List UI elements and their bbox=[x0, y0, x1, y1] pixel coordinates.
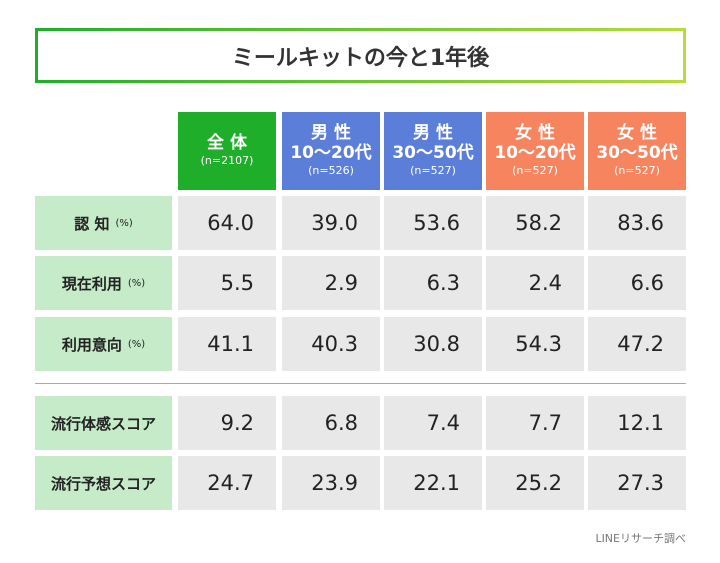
sample-size: (n=527) bbox=[614, 164, 660, 178]
value-cell: 24.7 bbox=[178, 456, 276, 510]
value-cell: 2.4 bbox=[486, 256, 584, 310]
value-cell: 7.7 bbox=[486, 396, 584, 450]
value-cell: 47.2 bbox=[588, 317, 686, 371]
row-label: 流行体感スコア bbox=[35, 396, 172, 450]
value-cell: 83.6 bbox=[588, 196, 686, 250]
source: LINEリサーチ調べ bbox=[595, 532, 686, 545]
sample-size: (n=2107) bbox=[200, 154, 254, 168]
label-text: 現在利用 bbox=[61, 274, 122, 293]
value-cell: 9.2 bbox=[178, 396, 276, 450]
sample-size: (n=527) bbox=[512, 164, 558, 178]
separator bbox=[35, 383, 686, 384]
header-text: 全 体 bbox=[207, 132, 247, 153]
header-text: 男 性 bbox=[311, 123, 351, 144]
row-label: 認 知 (%) bbox=[35, 196, 172, 250]
value-cell: 12.1 bbox=[588, 396, 686, 450]
value-cell: 54.3 bbox=[486, 317, 584, 371]
unit: (%) bbox=[115, 217, 133, 229]
header-text: 男 性 bbox=[413, 123, 453, 144]
value-cell: 22.1 bbox=[384, 456, 482, 510]
value-cell: 6.3 bbox=[384, 256, 482, 310]
header-text: 女 性 bbox=[617, 123, 657, 144]
value-cell: 6.8 bbox=[282, 396, 380, 450]
sample-size: (n=526) bbox=[308, 164, 354, 178]
value-cell: 58.2 bbox=[486, 196, 584, 250]
column-header: 全 体 (n=2107) bbox=[178, 112, 276, 190]
label-text: 認 知 bbox=[74, 214, 110, 233]
value-cell: 39.0 bbox=[282, 196, 380, 250]
column-header: 女 性 10〜20代 (n=527) bbox=[486, 112, 584, 190]
row-label: 流行予想スコア bbox=[35, 456, 172, 510]
header-text: 30〜50代 bbox=[596, 142, 678, 163]
label-text: 利用意向 bbox=[61, 335, 122, 354]
value-cell: 40.3 bbox=[282, 317, 380, 371]
row-label: 現在利用 (%) bbox=[35, 256, 172, 310]
header-text: 30〜50代 bbox=[392, 142, 474, 163]
label-text: 流行体感スコア bbox=[50, 414, 156, 433]
column-header: 男 性 30〜50代 (n=527) bbox=[384, 112, 482, 190]
column-header: 男 性 10〜20代 (n=526) bbox=[282, 112, 380, 190]
unit: (%) bbox=[127, 277, 146, 289]
value-cell: 41.1 bbox=[178, 317, 276, 371]
column-header: 女 性 30〜50代 (n=527) bbox=[588, 112, 686, 190]
value-cell: 23.9 bbox=[282, 456, 380, 510]
sample-size: (n=527) bbox=[410, 164, 456, 178]
value-cell: 5.5 bbox=[178, 256, 276, 310]
value-cell: 27.3 bbox=[588, 456, 686, 510]
value-cell: 53.6 bbox=[384, 196, 482, 250]
value-cell: 6.6 bbox=[588, 256, 686, 310]
header-text: 女 性 bbox=[515, 123, 555, 144]
value-cell: 30.8 bbox=[384, 317, 482, 371]
header-text: 10〜20代 bbox=[290, 142, 372, 163]
value-cell: 7.4 bbox=[384, 396, 482, 450]
header-text: 10〜20代 bbox=[494, 142, 576, 163]
value-cell: 2.9 bbox=[282, 256, 380, 310]
label-text: 流行予想スコア bbox=[50, 474, 156, 493]
value-cell: 25.2 bbox=[486, 456, 584, 510]
value-cell: 64.0 bbox=[178, 196, 276, 250]
row-label: 利用意向 (%) bbox=[35, 317, 172, 371]
unit: (%) bbox=[127, 338, 146, 350]
title: ミールキットの今と1年後 bbox=[35, 28, 686, 83]
